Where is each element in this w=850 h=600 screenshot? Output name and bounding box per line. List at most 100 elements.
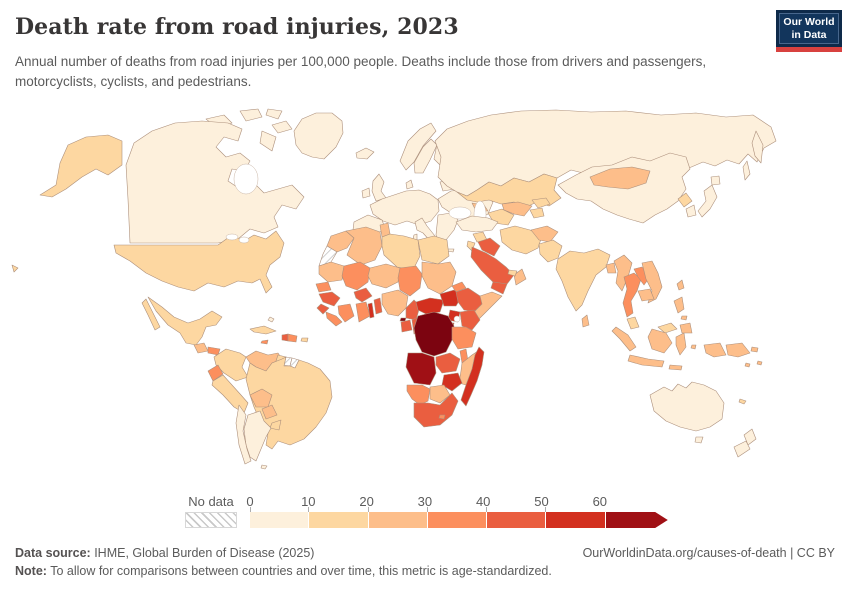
country-peru[interactable] (211, 374, 249, 414)
country-haiti[interactable] (281, 333, 289, 342)
legend-bin-10-20[interactable] (308, 507, 368, 528)
country-niger[interactable] (367, 263, 401, 289)
country-bahamas[interactable] (267, 316, 275, 323)
country-angola[interactable] (405, 352, 437, 386)
country-norway[interactable] (399, 122, 437, 171)
country-usa[interactable] (113, 230, 285, 294)
country-argentina[interactable] (243, 410, 272, 462)
country-malaysia[interactable] (626, 316, 640, 330)
country-benin[interactable] (373, 297, 383, 315)
country-afghanistan[interactable] (530, 225, 559, 243)
country-mauritania[interactable] (318, 261, 345, 283)
country-japan[interactable] (697, 184, 718, 218)
country-iran[interactable] (499, 225, 543, 255)
country-south-korea[interactable] (685, 204, 697, 218)
country-eritrea[interactable] (451, 281, 467, 293)
country-dominican-republic[interactable] (287, 333, 298, 343)
owid-logo[interactable]: Our World in Data (776, 10, 842, 52)
country-tajikistan[interactable] (529, 207, 545, 219)
region-western-europe[interactable] (369, 189, 440, 226)
country-cuba[interactable] (249, 325, 277, 335)
country-togo[interactable] (367, 302, 375, 319)
country-uruguay[interactable] (269, 419, 282, 431)
country-indonesia[interactable] (611, 326, 727, 371)
country-ireland[interactable] (361, 187, 371, 199)
legend-bin-0-10[interactable] (250, 507, 309, 528)
country-central-african-republic[interactable] (415, 297, 445, 315)
country-mongolia[interactable] (589, 166, 651, 190)
country-bolivia[interactable] (249, 388, 273, 408)
country-chad[interactable] (397, 265, 423, 297)
country-vietnam[interactable] (641, 260, 663, 304)
region-kamchatka[interactable] (751, 130, 764, 164)
country-fiji[interactable] (756, 360, 763, 366)
country-turkey[interactable] (455, 215, 499, 233)
country-equatorial-guinea[interactable] (399, 317, 407, 322)
country-chile[interactable] (235, 404, 252, 465)
country-guatemala[interactable] (193, 342, 209, 354)
country-sweden[interactable] (413, 138, 438, 174)
country-tasmania[interactable] (694, 436, 704, 444)
country-drc[interactable] (413, 311, 455, 357)
country-india[interactable] (555, 248, 611, 312)
country-liberia[interactable] (325, 311, 343, 327)
country-uae[interactable] (507, 269, 518, 277)
country-lesotho[interactable] (438, 414, 446, 420)
legend-bin-40-50[interactable] (486, 507, 546, 528)
country-botswana[interactable] (429, 384, 451, 404)
country-philippines[interactable] (673, 296, 693, 334)
country-senegal[interactable] (315, 281, 332, 293)
country-egypt[interactable] (417, 235, 450, 265)
country-zimbabwe[interactable] (441, 372, 463, 392)
country-south-africa[interactable] (413, 392, 459, 428)
country-gabon[interactable] (400, 319, 413, 333)
country-myanmar[interactable] (613, 254, 633, 292)
country-taiwan[interactable] (676, 279, 685, 291)
region-sakhalin[interactable] (742, 160, 751, 181)
country-burkina-faso[interactable] (353, 287, 373, 303)
country-iceland[interactable] (355, 147, 375, 160)
country-bangladesh[interactable] (605, 262, 617, 274)
country-hokkaido[interactable] (710, 175, 721, 186)
country-algeria[interactable] (345, 226, 383, 266)
legend-bin-50-60[interactable] (545, 507, 605, 528)
country-namibia[interactable] (406, 384, 431, 406)
country-australia[interactable] (649, 381, 725, 432)
country-oman[interactable] (513, 268, 527, 286)
country-pakistan[interactable] (538, 239, 563, 263)
country-malaysia-borneo[interactable] (657, 322, 678, 334)
country-ivory-coast[interactable] (337, 303, 355, 323)
country-uzbekistan[interactable] (501, 201, 533, 217)
country-denmark[interactable] (405, 179, 414, 190)
legend-bin-60-plus[interactable] (604, 512, 668, 528)
country-united-kingdom[interactable] (371, 173, 387, 202)
country-yemen[interactable] (490, 281, 508, 295)
country-mexico[interactable] (147, 296, 223, 346)
country-arctic-islands[interactable] (205, 108, 293, 152)
country-falkland-islands[interactable] (260, 464, 268, 470)
country-honduras[interactable] (207, 346, 221, 356)
country-libya[interactable] (381, 233, 421, 271)
country-new-caledonia[interactable] (738, 398, 747, 405)
country-zambia[interactable] (435, 352, 461, 374)
country-guinea[interactable] (318, 291, 341, 307)
country-ecuador[interactable] (207, 364, 224, 382)
country-solomon-islands[interactable] (744, 362, 751, 368)
country-north-korea[interactable] (677, 192, 693, 208)
legend-bin-30-40[interactable] (426, 507, 487, 528)
country-hawaii[interactable] (11, 264, 19, 273)
country-somalia[interactable] (473, 291, 503, 321)
rights-link[interactable]: OurWorldinData.org/causes-of-death | CC … (582, 546, 835, 560)
country-cambodia[interactable] (637, 288, 655, 302)
country-sierra-leone[interactable] (316, 303, 330, 315)
country-mali[interactable] (341, 261, 371, 291)
country-puerto-rico[interactable] (300, 337, 309, 343)
country-paraguay[interactable] (261, 404, 278, 420)
country-madagascar[interactable] (460, 346, 485, 407)
country-iraq[interactable] (477, 237, 501, 257)
country-new-zealand[interactable] (733, 428, 757, 458)
country-sudan[interactable] (421, 261, 457, 295)
country-tanzania[interactable] (451, 326, 477, 350)
country-kenya[interactable] (459, 309, 481, 331)
legend-no-data[interactable]: No data (185, 494, 237, 528)
